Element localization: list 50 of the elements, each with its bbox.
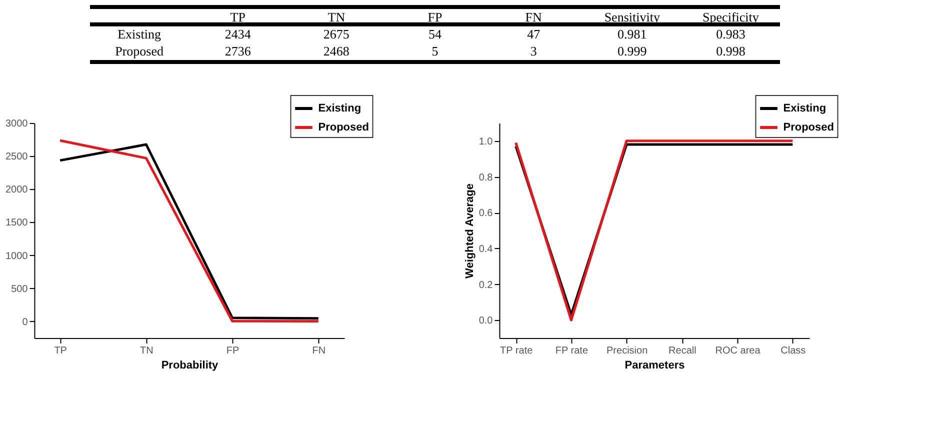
legend-label: Proposed — [783, 122, 834, 134]
y-tick-label: 0.6 — [478, 208, 494, 220]
x-tick-label: TP — [54, 346, 68, 356]
x-tick-label: FP — [226, 346, 240, 356]
y-axis-title: Weighted Average — [464, 184, 476, 278]
category-label: Specificity — [702, 9, 760, 24]
y-tick-label: 1.0 — [478, 136, 494, 148]
x-axis-title: Probability — [161, 360, 220, 372]
legend-label: Existing — [318, 102, 362, 114]
data-label: 47 — [527, 26, 541, 42]
data-label: 0.981 — [618, 26, 647, 42]
y-tick-label: 3000 — [6, 118, 28, 130]
y-tick-label: 0.4 — [478, 244, 494, 255]
x-tick-label: TP rate — [500, 346, 534, 356]
data-label: 0.998 — [716, 44, 746, 59]
x-tick-label: Class — [780, 346, 806, 356]
data-label: 2736 — [224, 44, 252, 59]
data-label: 0.983 — [716, 26, 746, 42]
data-label: 2675 — [323, 26, 350, 42]
text: Proposed — [115, 44, 164, 59]
category-label: FN — [525, 9, 542, 24]
category-label: Sensitivity — [604, 9, 660, 24]
y-tick-label: 1000 — [6, 250, 28, 262]
y-tick-label: 2500 — [6, 152, 28, 163]
category-label: FP — [428, 9, 442, 24]
data-label: 54 — [428, 26, 442, 42]
data-label: 2468 — [323, 44, 350, 59]
data-label: 2434 — [224, 26, 252, 42]
legend-label: Existing — [783, 102, 826, 114]
y-tick-label: 0.8 — [478, 172, 494, 184]
category-label: TN — [328, 9, 346, 24]
data-label: 5 — [432, 44, 438, 59]
data-label: 0.999 — [618, 44, 647, 59]
x-axis-title: Parameters — [624, 360, 685, 372]
x-tick-label: FP rate — [555, 346, 588, 356]
x-tick-label: FN — [312, 346, 326, 356]
x-tick-label: TN — [140, 346, 154, 356]
y-tick-label: 0.0 — [478, 316, 494, 327]
y-tick-label: 500 — [11, 284, 28, 295]
x-tick-label: Recall — [668, 346, 696, 356]
y-tick-label: 0 — [22, 316, 28, 328]
y-tick-label: 1500 — [6, 218, 28, 229]
category-label: TP — [230, 9, 246, 24]
y-tick-label: 2000 — [6, 184, 28, 196]
text: Existing — [118, 26, 162, 42]
x-tick-label: Precision — [606, 346, 648, 356]
x-tick-label: ROC area — [715, 346, 761, 356]
legend-label: Proposed — [318, 122, 369, 134]
data-label: 3 — [530, 44, 537, 59]
y-tick-label: 0.2 — [478, 280, 494, 291]
